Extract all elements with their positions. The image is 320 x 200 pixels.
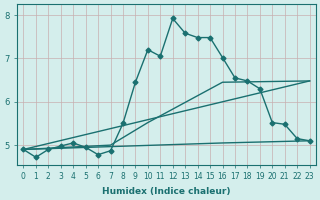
X-axis label: Humidex (Indice chaleur): Humidex (Indice chaleur) <box>102 187 231 196</box>
